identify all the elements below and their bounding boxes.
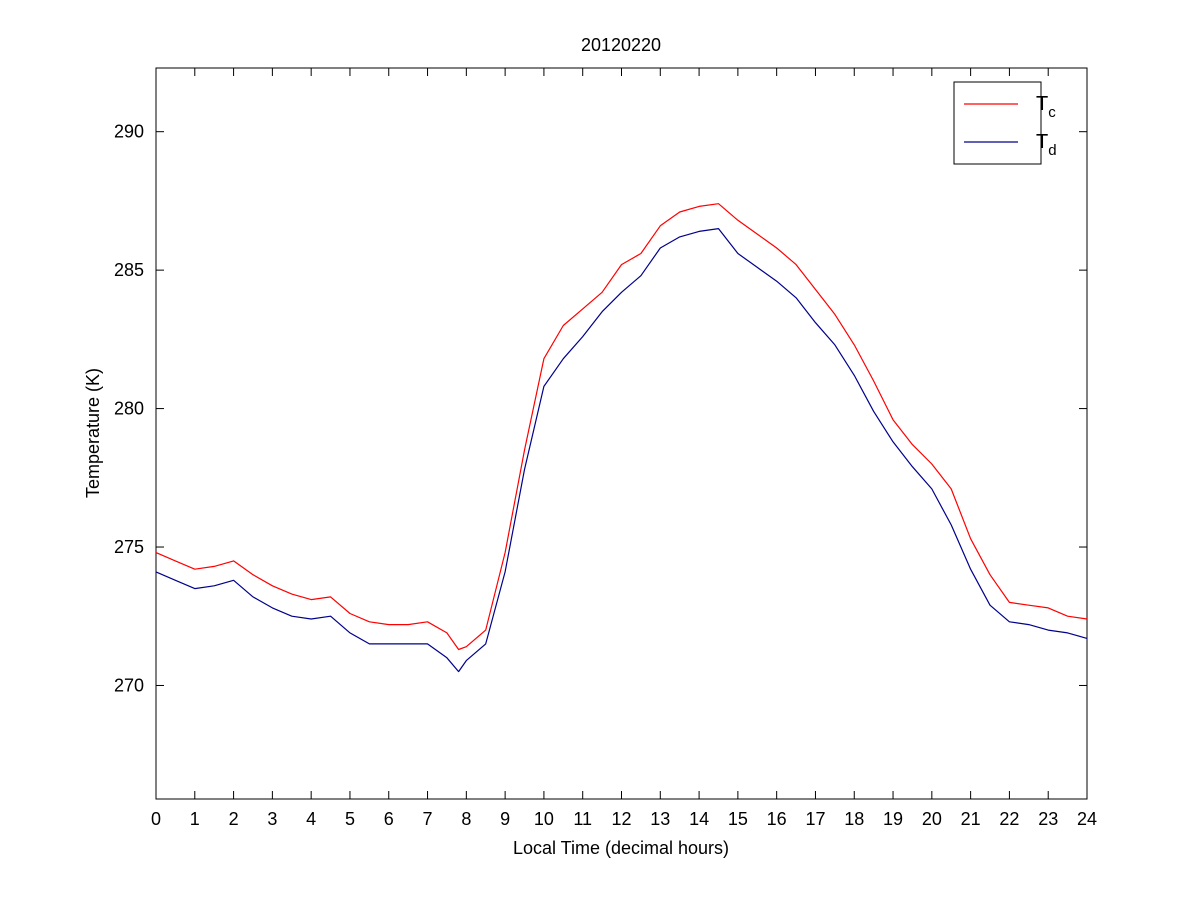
legend-label: Td [1036, 131, 1057, 159]
series-line-t-d [155, 228, 1088, 673]
chart-title: 20120220 [581, 35, 661, 55]
x-tick-label: 21 [961, 809, 981, 829]
x-tick-label: 0 [151, 809, 161, 829]
x-tick-label: 12 [611, 809, 631, 829]
y-tick-label: 285 [114, 260, 144, 280]
series-line-t-c [155, 203, 1088, 651]
x-tick-label: 3 [267, 809, 277, 829]
plot-area: 0 1 2 3 4 5 6 7 8 9 10 11 12 13 14 15 16 17 18 19 20 21 22 23 24… [114, 67, 1097, 829]
x-tick-label: 5 [345, 809, 355, 829]
legend-label-main: T [1036, 131, 1048, 153]
x-tick-label: 1 [190, 809, 200, 829]
x-tick-label: 24 [1077, 809, 1097, 829]
legend-label-main: T [1036, 93, 1048, 115]
x-tick-label: 18 [844, 809, 864, 829]
x-tick-label: 17 [805, 809, 825, 829]
x-tick-label: 15 [728, 809, 748, 829]
x-tick-label: 10 [534, 809, 554, 829]
x-tick-label: 23 [1038, 809, 1058, 829]
x-tick-label: 9 [500, 809, 510, 829]
legend-label: Tc [1036, 93, 1056, 121]
x-tick-label: 19 [883, 809, 903, 829]
x-tick-label: 14 [689, 809, 709, 829]
x-axis-label: Local Time (decimal hours) [513, 838, 729, 858]
x-tick-label: 11 [573, 809, 592, 829]
y-tick-label: 280 [114, 399, 144, 419]
x-tick-label: 22 [999, 809, 1019, 829]
x-tick-label: 8 [461, 809, 471, 829]
y-tick-label: 270 [114, 675, 144, 695]
y-tick-label: 290 [114, 122, 144, 142]
x-tick-label: 13 [650, 809, 670, 829]
x-tick-label: 4 [306, 809, 316, 829]
x-tick-label: 6 [384, 809, 394, 829]
x-tick-label: 7 [423, 809, 433, 829]
x-tick-label: 20 [922, 809, 942, 829]
x-tick-label: 2 [229, 809, 239, 829]
legend-label-subscript: c [1048, 104, 1056, 121]
legend-box [953, 81, 1042, 165]
x-tick-label: 16 [767, 809, 787, 829]
y-tick-label: 275 [114, 537, 144, 557]
y-axis-label: Temperature (K) [83, 368, 103, 498]
legend-label-subscript: d [1048, 142, 1056, 159]
